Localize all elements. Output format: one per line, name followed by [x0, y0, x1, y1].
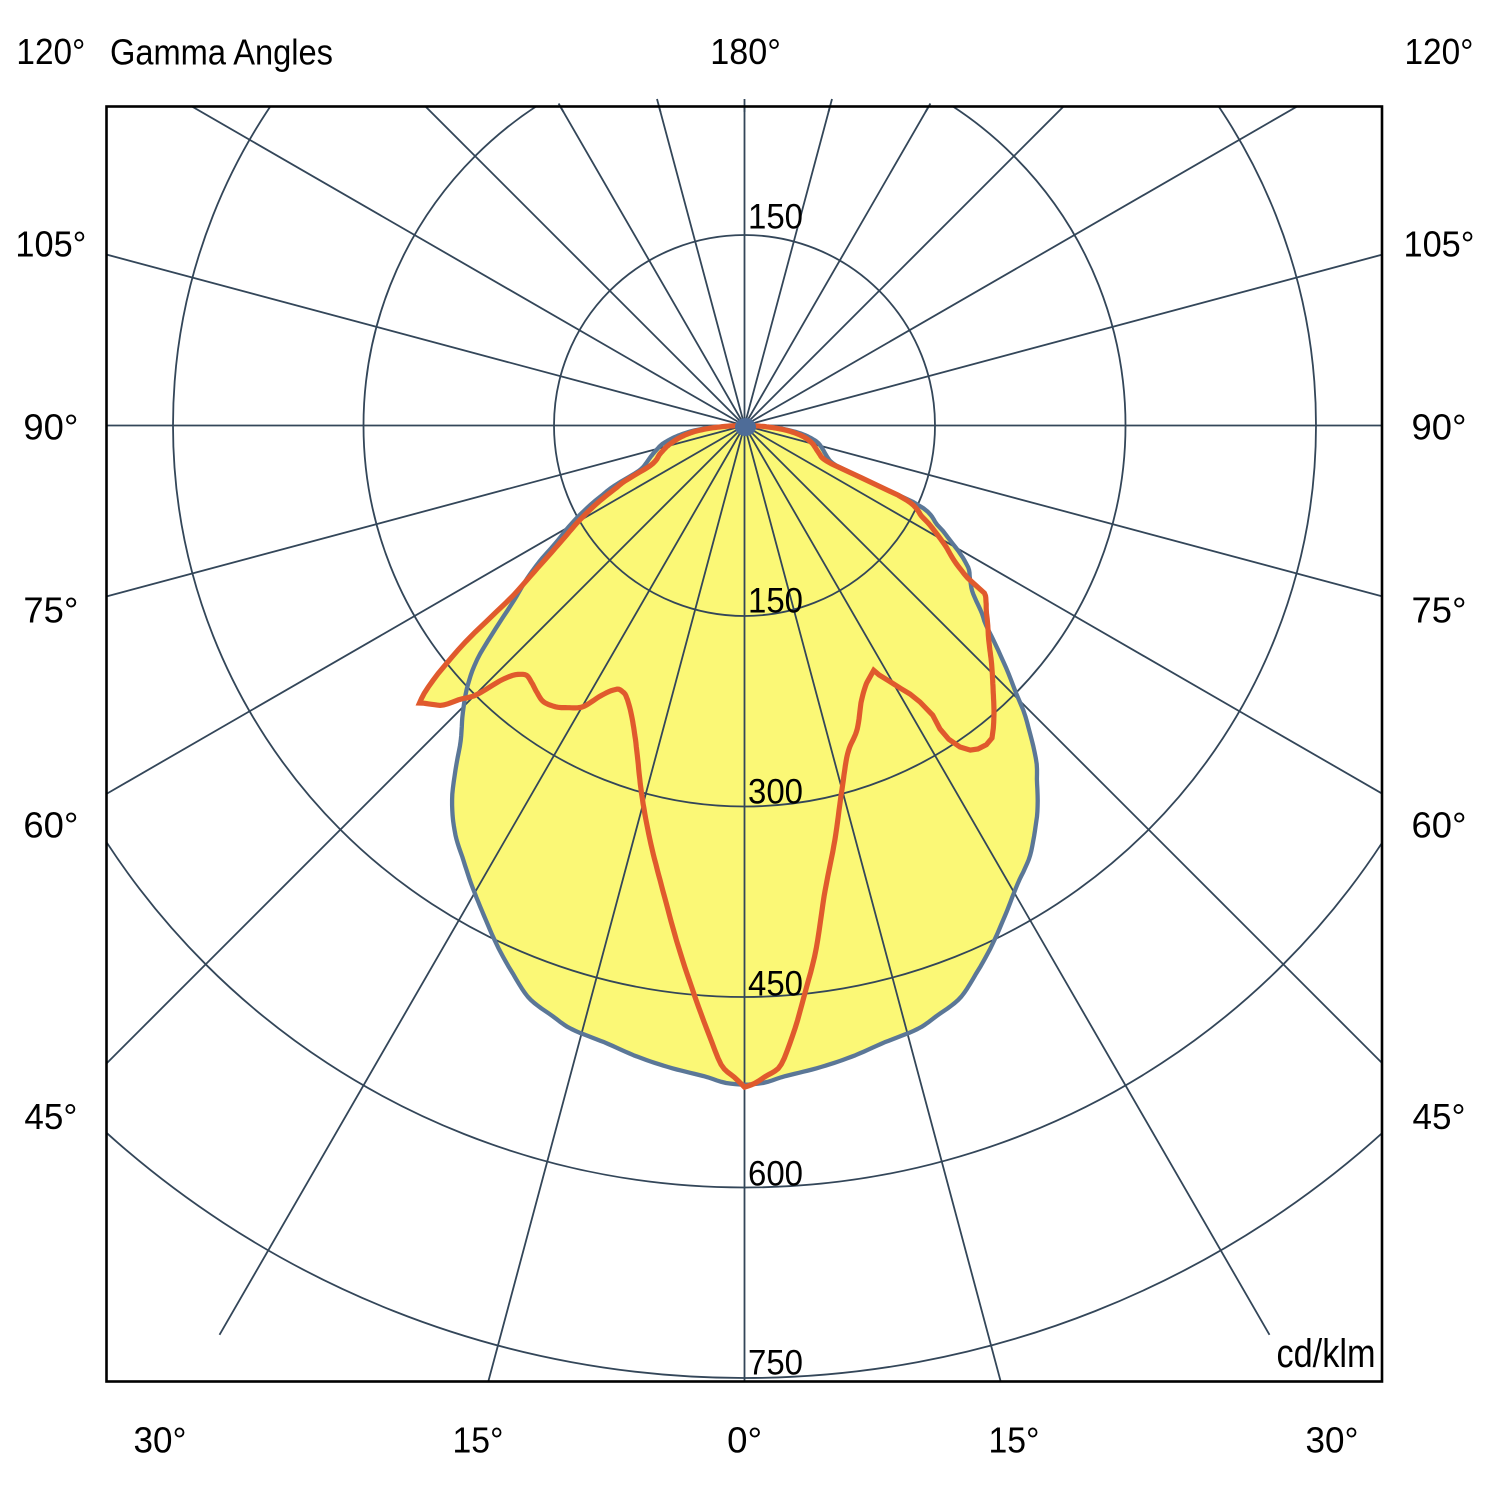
- svg-text:45°: 45°: [1413, 1096, 1466, 1137]
- svg-text:105°: 105°: [15, 224, 86, 265]
- svg-text:750: 750: [748, 1344, 803, 1383]
- svg-text:60°: 60°: [1412, 805, 1467, 846]
- svg-text:30°: 30°: [1306, 1420, 1359, 1461]
- svg-text:60°: 60°: [23, 805, 78, 846]
- svg-text:75°: 75°: [1412, 590, 1467, 631]
- svg-text:180°: 180°: [710, 31, 781, 72]
- svg-text:150: 150: [748, 198, 803, 237]
- svg-text:30°: 30°: [134, 1420, 187, 1461]
- svg-text:75°: 75°: [23, 590, 78, 631]
- svg-text:Gamma Angles: Gamma Angles: [110, 31, 333, 72]
- svg-text:600: 600: [748, 1155, 803, 1194]
- svg-text:15°: 15°: [453, 1420, 504, 1461]
- svg-text:105°: 105°: [1404, 224, 1475, 265]
- svg-text:300: 300: [748, 773, 803, 812]
- svg-text:450: 450: [748, 965, 803, 1004]
- svg-text:120°: 120°: [16, 31, 85, 72]
- svg-text:45°: 45°: [24, 1096, 77, 1137]
- svg-text:150: 150: [748, 582, 803, 621]
- svg-text:0°: 0°: [727, 1420, 762, 1461]
- svg-text:90°: 90°: [23, 407, 78, 448]
- svg-text:cd/klm: cd/klm: [1277, 1332, 1376, 1376]
- svg-text:90°: 90°: [1412, 407, 1467, 448]
- svg-text:15°: 15°: [989, 1420, 1040, 1461]
- svg-text:120°: 120°: [1405, 31, 1474, 72]
